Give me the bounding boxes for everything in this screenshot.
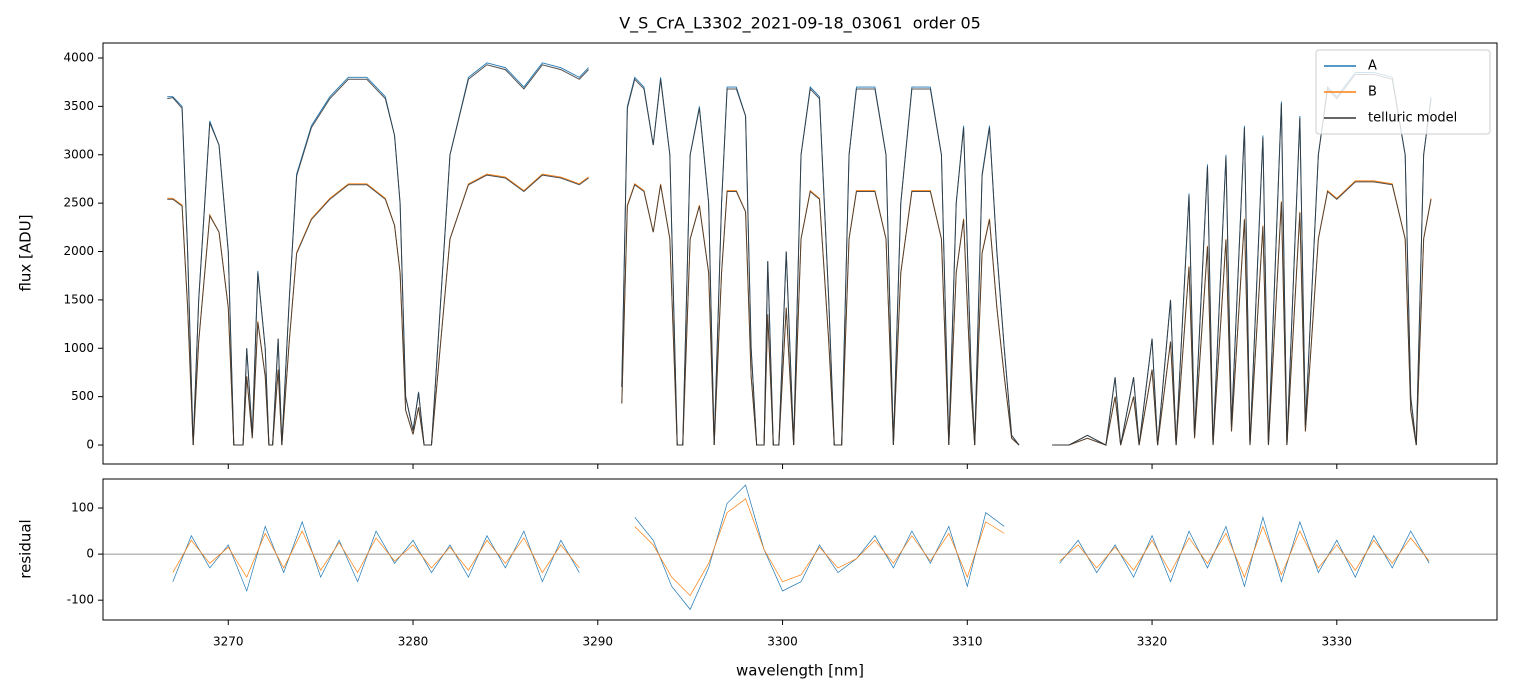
y-axis-label: residual (17, 519, 35, 578)
x-tick-label: 3280 (398, 635, 429, 649)
legend-label: telluric model (1368, 111, 1457, 126)
legend-label: B (1368, 85, 1377, 100)
y-tick-label: 100 (71, 501, 94, 515)
model-line (167, 174, 1432, 446)
y-tick-label: 0 (86, 547, 94, 561)
series-line (172, 484, 1430, 611)
legend-box (1315, 49, 1491, 135)
y-tick-label: -100 (67, 593, 94, 607)
y-axis-label: flux [ADU] (17, 214, 35, 291)
plot-area (167, 62, 1432, 446)
chart-title: V_S_CrA_L3302_2021-09-18_03061 order 05 (619, 14, 981, 34)
series-line (172, 498, 1430, 597)
y-tick-label: 2000 (63, 244, 94, 258)
x-tick-label: 3300 (767, 635, 798, 649)
y-tick-label: 2500 (63, 196, 94, 210)
y-tick-label: 0 (86, 438, 94, 452)
y-tick-label: 1500 (63, 292, 94, 306)
y-tick-label: 3500 (63, 99, 94, 113)
x-tick-label: 3320 (1137, 635, 1168, 649)
y-tick-label: 4000 (63, 50, 94, 64)
y-tick-label: 1000 (63, 341, 94, 355)
y-tick-label: 3000 (63, 147, 94, 161)
series-line (167, 62, 1432, 446)
x-axis-label: wavelength [nm] (736, 662, 864, 680)
axes-frame (102, 42, 1498, 465)
y-tick-label: 500 (71, 389, 94, 403)
model-line (167, 64, 1432, 446)
x-tick-label: 3270 (213, 635, 244, 649)
plot-area (103, 484, 1497, 611)
legend-label: A (1368, 59, 1377, 74)
x-tick-label: 3310 (952, 635, 983, 649)
x-tick-label: 3330 (1322, 635, 1353, 649)
axes-frame (102, 478, 1498, 621)
x-tick-label: 3290 (583, 635, 614, 649)
